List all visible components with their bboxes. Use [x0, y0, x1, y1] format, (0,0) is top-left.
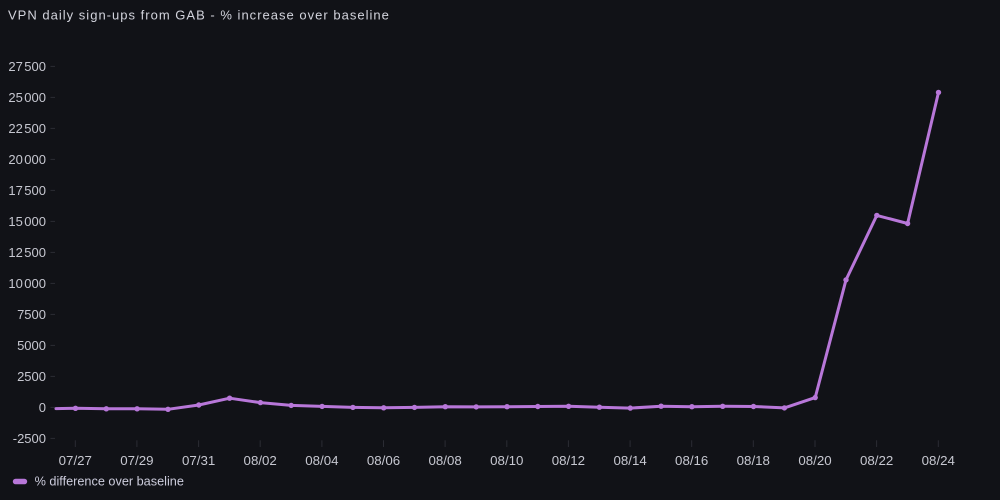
svg-text:-2500: -2500: [13, 431, 46, 446]
svg-text:0: 0: [39, 400, 46, 415]
svg-text:15000: 15000: [8, 214, 46, 229]
svg-text:VPN daily sign-ups from GAB -: VPN daily sign-ups from GAB - % increase…: [8, 8, 390, 23]
svg-text:20000: 20000: [8, 152, 46, 167]
svg-text:07/31: 07/31: [182, 453, 215, 468]
svg-text:7500: 7500: [17, 307, 46, 322]
svg-text:5000: 5000: [17, 338, 46, 353]
svg-text:08/24: 08/24: [922, 453, 955, 468]
svg-text:08/04: 08/04: [305, 453, 338, 468]
svg-text:08/16: 08/16: [675, 453, 708, 468]
svg-text:17500: 17500: [8, 183, 46, 198]
svg-text:08/14: 08/14: [613, 453, 646, 468]
svg-text:12500: 12500: [8, 245, 46, 260]
svg-text:10000: 10000: [8, 276, 46, 291]
svg-text:08/22: 08/22: [860, 453, 893, 468]
svg-text:27500: 27500: [8, 59, 46, 74]
svg-text:07/27: 07/27: [59, 453, 92, 468]
svg-text:22500: 22500: [8, 121, 46, 136]
svg-text:25000: 25000: [8, 90, 46, 105]
svg-text:08/18: 08/18: [737, 453, 770, 468]
svg-text:08/10: 08/10: [490, 453, 523, 468]
svg-text:08/12: 08/12: [552, 453, 585, 468]
svg-text:% difference over baseline: % difference over baseline: [35, 475, 184, 489]
svg-text:2500: 2500: [17, 369, 46, 384]
svg-text:08/08: 08/08: [428, 453, 461, 468]
svg-text:08/06: 08/06: [367, 453, 400, 468]
svg-text:08/02: 08/02: [244, 453, 277, 468]
svg-text:07/29: 07/29: [120, 453, 153, 468]
svg-text:08/20: 08/20: [798, 453, 831, 468]
